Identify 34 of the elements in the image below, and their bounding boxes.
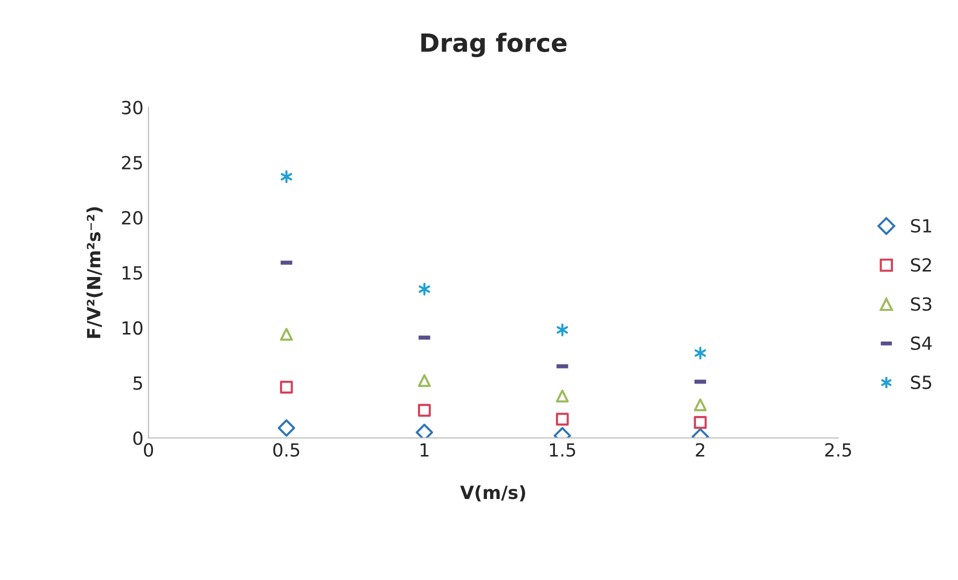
x-tick-label: 2 xyxy=(696,443,704,456)
point xyxy=(280,380,293,394)
x-tick-label: 1.5 xyxy=(550,443,576,457)
point xyxy=(418,282,430,296)
point xyxy=(278,419,296,437)
legend-label: S3 xyxy=(911,297,932,311)
legend-label: S1 xyxy=(911,218,932,233)
y-tick-label: 25 xyxy=(122,156,142,170)
point xyxy=(556,412,569,426)
point xyxy=(280,328,293,341)
x-tick-label: 2.5 xyxy=(825,443,852,457)
x-tick-label: 0.5 xyxy=(273,443,300,457)
y-tick-label: 0 xyxy=(133,431,142,446)
point xyxy=(694,398,707,412)
point xyxy=(556,323,568,336)
y-tick-label: 5 xyxy=(134,376,142,390)
point xyxy=(418,404,431,417)
x-tick-label: 0 xyxy=(144,443,154,457)
x-axis-title: V(m/s) xyxy=(460,485,526,502)
point xyxy=(556,390,569,402)
chart-title: Drag force xyxy=(421,32,567,58)
point xyxy=(694,416,707,429)
point xyxy=(280,170,292,184)
y-axis-title: F/V²(N/m²s⁻²) xyxy=(86,207,103,338)
point xyxy=(418,374,431,388)
legend-label: S5 xyxy=(911,376,932,390)
legend-label: S2 xyxy=(911,258,931,272)
y-tick-label: 20 xyxy=(122,210,142,225)
x-tick-label: 1 xyxy=(420,443,428,456)
legend-label: S4 xyxy=(911,336,932,350)
point xyxy=(694,346,706,360)
y-tick-label: 10 xyxy=(122,321,142,335)
y-tick-label: 30 xyxy=(122,100,142,114)
y-tick-label: 15 xyxy=(122,266,142,280)
